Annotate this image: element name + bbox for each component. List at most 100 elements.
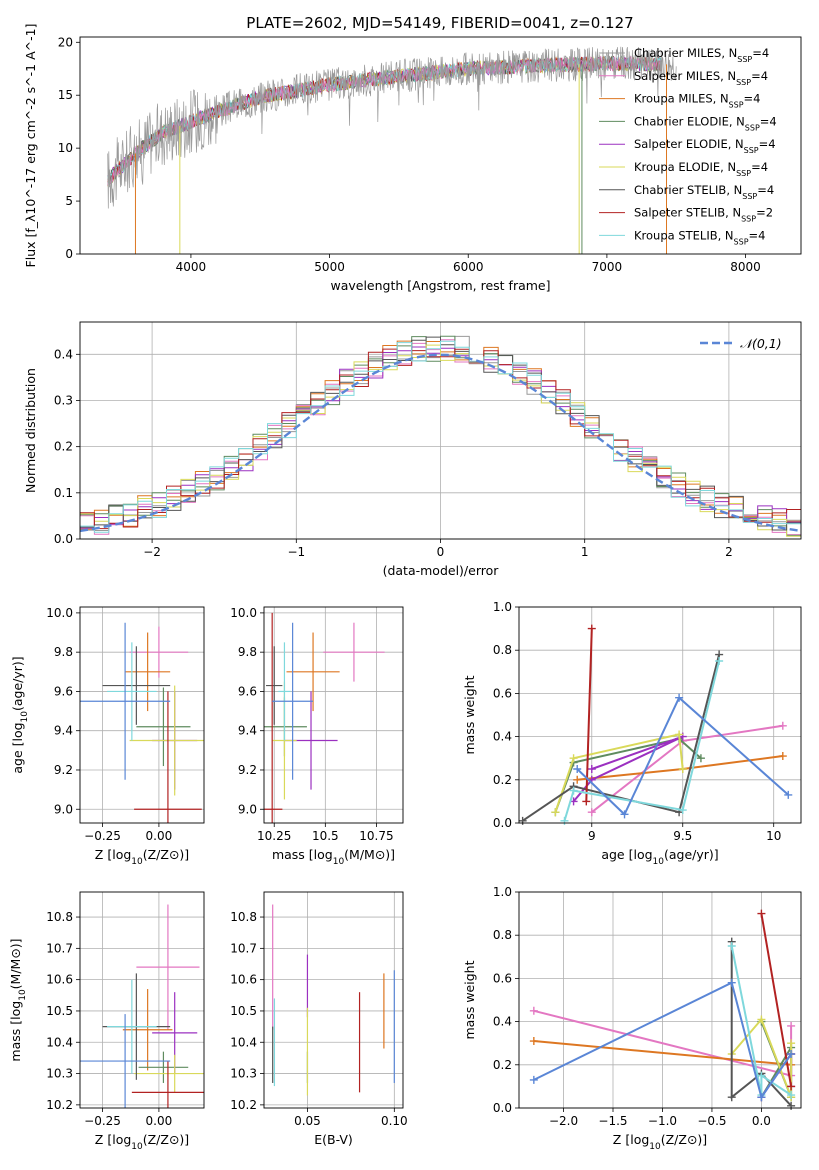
weight-point-marker xyxy=(573,765,582,773)
weight-point-marker xyxy=(569,754,578,763)
weight-point-marker xyxy=(569,786,578,795)
x-axis-label: Z [log10(Z/Z⊙)] xyxy=(613,1132,707,1152)
y-tick-label: 9.2 xyxy=(54,763,73,777)
axes-frame xyxy=(518,606,802,824)
weight-series-line xyxy=(585,628,593,802)
x-axis-label: wavelength [Angstrom, rest frame] xyxy=(330,278,550,293)
x-axis-label: mass [log10(M/M⊙)] xyxy=(272,847,395,867)
y-tick-label: 1.0 xyxy=(493,600,512,614)
x-tick-label: 0.0 xyxy=(752,1114,771,1128)
x-tick-label: −0.25 xyxy=(84,1114,121,1128)
weight-point-marker xyxy=(573,775,582,784)
plot-area xyxy=(264,612,385,823)
weight-point-marker xyxy=(696,754,705,763)
weight-series-line xyxy=(577,755,783,781)
weight-point-marker xyxy=(727,942,736,950)
y-tick-label: 0.2 xyxy=(54,440,73,454)
axes-frame xyxy=(518,891,802,1109)
x-tick-label: 0.10 xyxy=(381,1114,408,1128)
axes-frame xyxy=(79,321,802,540)
weight-point-marker xyxy=(620,810,629,819)
y-tick-label: 10.2 xyxy=(46,1098,73,1112)
axes-frame xyxy=(263,891,404,1109)
y-tick-label: 10.6 xyxy=(230,973,257,987)
x-tick-label: 10 xyxy=(766,829,781,843)
x-tick-label: 6000 xyxy=(453,260,484,274)
axes-frame xyxy=(79,606,205,824)
y-tick-label: 9.4 xyxy=(238,724,257,738)
weight-point-marker xyxy=(675,693,684,702)
x-tick-label: 7000 xyxy=(592,260,623,274)
legend-label: Salpeter ELODIE, NSSP=4 xyxy=(634,137,776,155)
y-tick-label: 15 xyxy=(58,88,73,102)
y-axis-label: mass [log10(M/M⊙)] xyxy=(8,938,28,1061)
x-tick-label: 0 xyxy=(437,545,445,559)
x-tick-label: −2 xyxy=(143,545,161,559)
y-tick-label: 9.2 xyxy=(238,763,257,777)
x-tick-label: −0.5 xyxy=(697,1114,726,1128)
y-tick-label: 10.2 xyxy=(230,1098,257,1112)
weight-point-marker xyxy=(675,730,684,739)
weight-point-marker xyxy=(551,808,560,817)
y-tick-label: 0.8 xyxy=(493,928,512,942)
legend-label: Salpeter STELIB, NSSP=2 xyxy=(634,206,773,224)
figure-title: PLATE=2602, MJD=54149, FIBERID=0041, z=0… xyxy=(246,14,633,32)
y-tick-label: 10.0 xyxy=(230,606,257,620)
weight-point-marker xyxy=(787,1082,796,1091)
x-axis-label: E(B-V) xyxy=(314,1132,353,1147)
weight-series-line xyxy=(533,981,792,1100)
legend-label: 𝒩(0,1) xyxy=(740,336,782,351)
y-tick-label: 0.8 xyxy=(493,643,512,657)
weight-point-marker xyxy=(587,808,596,817)
y-tick-label: 10.5 xyxy=(230,1004,257,1018)
chart-mass_vs_EBV: 0.05 0.10 10.2 10.3 10.4 10.5 10.6 10.7 10.8 E(B-… xyxy=(230,891,408,1147)
y-tick-label: 10.3 xyxy=(230,1067,257,1081)
y-tick-label: 10.4 xyxy=(46,1035,73,1049)
x-axis-label: age [log10(age/yr)] xyxy=(601,847,718,867)
chart-spectrum: 4000 5000 6000 7000 8000 0 5 10 15 20 wavelength [… xyxy=(23,24,802,293)
x-tick-label: 9.5 xyxy=(673,829,692,843)
weight-series-line xyxy=(572,735,684,803)
y-axis-label: Normed distribution xyxy=(23,368,38,493)
y-tick-label: 10 xyxy=(58,141,73,155)
weight-point-marker xyxy=(518,816,527,825)
x-tick-label: 4000 xyxy=(176,260,207,274)
y-tick-label: 0 xyxy=(65,247,73,261)
histogram-step xyxy=(80,344,801,537)
legend-label: Chabrier ELODIE, NSSP=4 xyxy=(634,114,777,131)
weight-point-marker xyxy=(587,624,596,633)
x-tick-label: 8000 xyxy=(730,260,761,274)
y-tick-label: 9.8 xyxy=(238,645,257,659)
weight-point-marker xyxy=(778,752,787,761)
axes-frame xyxy=(263,606,404,824)
weight-series-line xyxy=(730,941,792,1107)
legend: Chabrier MILES, NSSP=4 Salpeter MILES, NS… xyxy=(599,46,777,246)
y-tick-label: 20 xyxy=(58,35,73,49)
weight-series-line xyxy=(554,733,684,813)
y-tick-label: 0.6 xyxy=(493,971,512,985)
y-tick-label: 5 xyxy=(65,194,73,208)
x-tick-label: 1 xyxy=(581,545,589,559)
weight-point-marker xyxy=(727,978,736,987)
y-tick-label: 10.3 xyxy=(46,1067,73,1081)
x-tick-label: −2.0 xyxy=(549,1114,578,1128)
plot-area xyxy=(80,335,801,537)
x-tick-label: 10.25 xyxy=(257,829,291,843)
x-axis-label: (data-model)/error xyxy=(383,563,500,578)
y-tick-label: 0.2 xyxy=(493,1058,512,1072)
chart-residuals: −2 −1 0 1 2 0.0 0.1 0.2 0.3 0.4 (data-model)/error… xyxy=(23,321,802,578)
legend-label: Kroupa ELODIE, NSSP=4 xyxy=(634,160,768,178)
x-tick-label: −1.5 xyxy=(598,1114,627,1128)
plot-area xyxy=(80,904,204,1108)
axes-frame xyxy=(79,891,205,1109)
chart-age_vs_mass: 10.25 10.5 10.75 9.0 9.2 9.4 9.6 9.8 10.0 mass [l… xyxy=(230,606,404,867)
weight-point-marker xyxy=(787,1050,796,1058)
x-tick-label: 0.00 xyxy=(146,1114,173,1128)
weight-point-marker xyxy=(778,721,787,730)
chart-weight_vs_Z: −2.0 −1.5 −1.0 −0.5 0.0 0.0 0.2 0.4 0.6 0.8 1.0 Z [… xyxy=(462,885,802,1152)
plot-area xyxy=(529,909,796,1110)
chart-mass_vs_Z: −0.25 0.00 10.2 10.3 10.4 10.5 10.6 10.7 10.8 Z [… xyxy=(8,891,205,1152)
weight-point-marker xyxy=(678,806,687,815)
chart-age_vs_Z: −0.25 0.00 9.0 9.2 9.4 9.6 9.8 10.0 Z [log10(Z/Z… xyxy=(10,606,205,867)
weight-point-marker xyxy=(787,1021,796,1030)
